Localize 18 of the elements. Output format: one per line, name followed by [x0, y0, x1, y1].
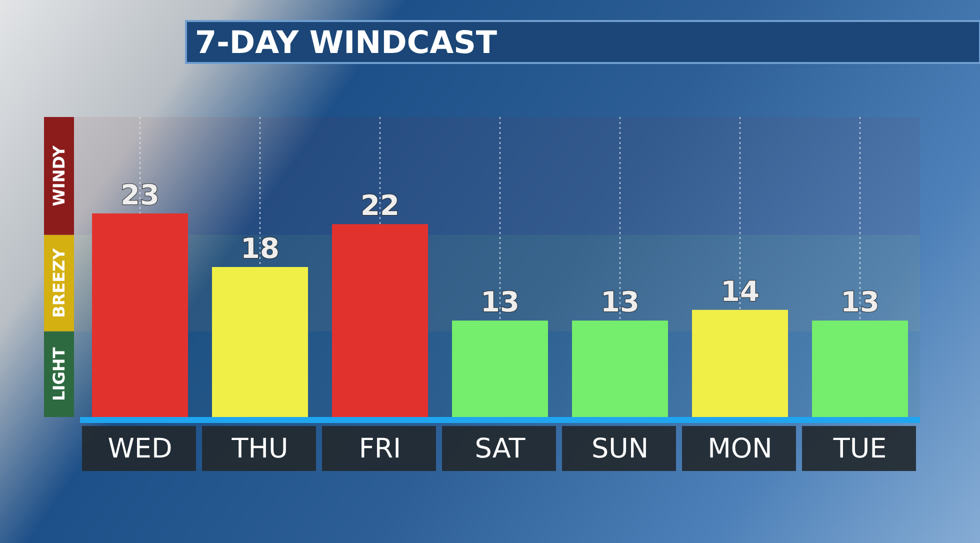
data-label: 14	[720, 274, 760, 308]
data-label: 18	[240, 232, 280, 265]
data-label: 13	[600, 286, 640, 319]
band-label: LIGHT	[50, 347, 68, 401]
x-tick-label: TUE	[832, 434, 887, 464]
x-tick-label: FRI	[358, 434, 402, 464]
data-label: 13	[840, 286, 880, 319]
x-tick-label: WED	[108, 434, 172, 464]
data-label: 22	[360, 189, 400, 222]
x-tick-label: THU	[230, 434, 288, 464]
chart-title: 7-DAY WINDCAST	[195, 25, 498, 61]
band-label: BREEZY	[50, 248, 68, 318]
x-tick-label: SAT	[474, 434, 526, 464]
band-label: WINDY	[50, 145, 68, 206]
data-label: 13	[480, 286, 520, 319]
data-label: 23	[120, 178, 160, 212]
x-tick-label: MON	[708, 434, 772, 464]
x-tick-label: SUN	[591, 434, 649, 464]
